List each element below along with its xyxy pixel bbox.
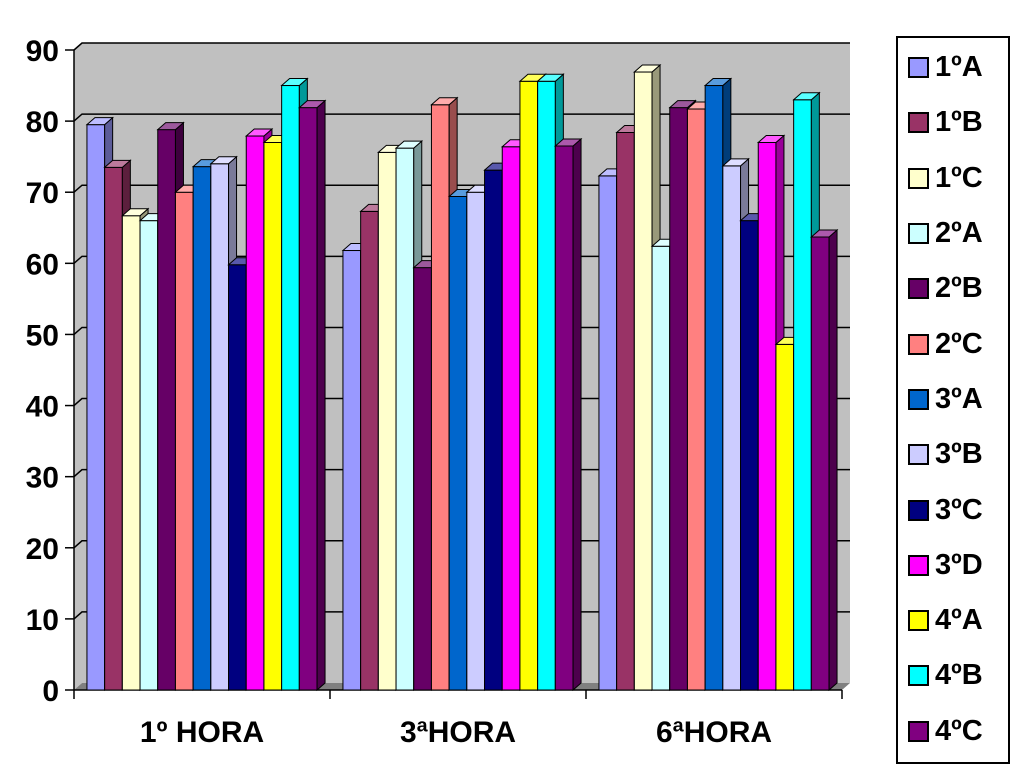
legend-swatch xyxy=(908,444,929,466)
chart-plot: 0 10 20 30 40 50 60 70 80 90 1º HORA 3ªHORA 6ªHORA xyxy=(26,35,850,749)
y-tick-label: 20 xyxy=(26,533,59,566)
legend-item: 3ºA xyxy=(898,372,1008,427)
y-tick-label: 70 xyxy=(26,177,59,210)
legend-swatch xyxy=(908,499,929,521)
x-category-label: 6ªHORA xyxy=(656,716,772,749)
gridline xyxy=(73,113,850,122)
x-category-label: 1º HORA xyxy=(140,716,264,749)
legend-item: 2ºC xyxy=(898,316,1008,371)
chart-legend: 1ºA 1ºB 1ºC 2ºA 2ºB 2ºC 3ºA 3ºB 3ºC 3ºD 4ºA 4ºB 4ºC xyxy=(896,36,1010,764)
legend-label: 1ºA xyxy=(935,51,983,84)
gridline xyxy=(73,42,850,51)
legend-swatch xyxy=(908,112,929,134)
y-tick-label: 0 xyxy=(42,675,59,708)
bar xyxy=(810,228,839,692)
legend-swatch xyxy=(908,720,929,742)
y-tick-label: 10 xyxy=(26,604,59,637)
legend-item: 2ºA xyxy=(898,206,1008,261)
legend-label: 3ºC xyxy=(935,493,983,526)
legend-swatch xyxy=(908,610,929,632)
legend-label: 4ºA xyxy=(935,604,983,637)
gridline xyxy=(73,255,850,264)
gridlines xyxy=(73,42,850,620)
bar xyxy=(554,137,583,692)
legend-label: 3ºB xyxy=(935,438,983,471)
gridline xyxy=(73,611,850,620)
legend-item: 3ºB xyxy=(898,427,1008,482)
x-axis: 1º HORA 3ªHORA 6ªHORA xyxy=(73,689,843,749)
legend-item: 3ºD xyxy=(898,538,1008,593)
legend-swatch xyxy=(908,57,929,79)
legend-swatch xyxy=(908,388,929,410)
gridline xyxy=(73,397,850,407)
gridline xyxy=(73,326,850,336)
bars xyxy=(85,63,839,692)
legend-label: 2ºA xyxy=(935,217,983,250)
y-tick-label: 50 xyxy=(26,319,59,352)
legend-item: 1ºB xyxy=(898,95,1008,150)
legend-item: 4ºA xyxy=(898,593,1008,648)
legend-item: 4ºC xyxy=(898,704,1008,759)
y-tick-label: 40 xyxy=(26,391,59,424)
legend-label: 4ºC xyxy=(935,714,983,747)
y-tick-label: 80 xyxy=(26,106,59,139)
gridline xyxy=(73,540,850,549)
legend-item: 4ºB xyxy=(898,648,1008,703)
legend-label: 1ºB xyxy=(935,106,983,139)
legend-swatch xyxy=(908,554,929,576)
y-tick-label: 30 xyxy=(26,462,59,495)
legend-label: 3ºD xyxy=(935,548,983,581)
legend-label: 2ºC xyxy=(935,327,983,360)
y-axis: 0 10 20 30 40 50 60 70 80 90 xyxy=(26,35,75,708)
legend-swatch xyxy=(908,278,929,300)
x-category-label: 3ªHORA xyxy=(400,716,516,749)
legend-label: 3ºA xyxy=(935,382,983,415)
legend-item: 1ºC xyxy=(898,151,1008,206)
legend-item: 2ºB xyxy=(898,261,1008,316)
y-tick-label: 90 xyxy=(26,35,59,68)
legend-label: 4ºB xyxy=(935,659,983,692)
legend-label: 1ºC xyxy=(935,161,983,194)
y-tick-label: 60 xyxy=(26,248,59,281)
legend-swatch xyxy=(908,223,929,245)
legend-swatch xyxy=(908,333,929,355)
bar xyxy=(298,99,327,692)
gridline xyxy=(73,468,850,478)
legend-item: 1ºA xyxy=(898,40,1008,95)
legend-label: 2ºB xyxy=(935,272,983,305)
legend-item: 3ºC xyxy=(898,482,1008,537)
legend-swatch xyxy=(908,665,929,687)
legend-swatch xyxy=(908,167,929,189)
gridline xyxy=(73,184,850,193)
